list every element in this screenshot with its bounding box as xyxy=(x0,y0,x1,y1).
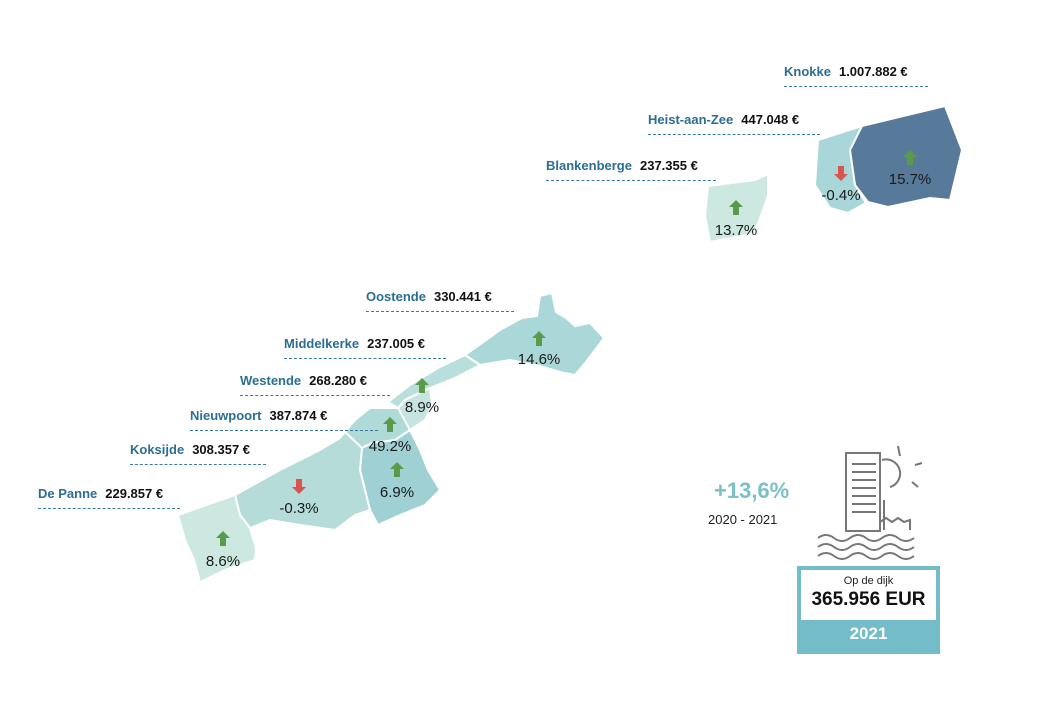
summary-period: 2020 - 2021 xyxy=(708,512,778,527)
summary-card: Op de dijk 365.956 EUR 2021 xyxy=(797,566,940,654)
change-nieuwpoort: 6.9% xyxy=(379,484,415,501)
change-westende: 49.2% xyxy=(368,438,412,455)
change-middelkerke: 8.9% xyxy=(404,399,440,416)
label-westende-price: 268.280 € xyxy=(309,373,368,388)
label-middelkerke: Middelkerke 237.005 € xyxy=(284,336,446,359)
region-de-panne xyxy=(176,493,258,584)
label-knokke-name: Knokke xyxy=(784,64,831,79)
label-koksijde-name: Koksijde xyxy=(130,442,185,457)
arrow-up-icon xyxy=(216,531,230,546)
label-knokke-price: 1.007.882 € xyxy=(838,64,908,79)
change-heist: -0.4% xyxy=(821,187,861,204)
label-de-panne: De Panne 229.857 € xyxy=(38,486,180,509)
label-westende: Westende 268.280 € xyxy=(240,373,390,396)
arrow-down-icon xyxy=(292,479,306,494)
change-blankenberge: 13.7% xyxy=(714,222,758,239)
label-oostende-name: Oostende xyxy=(366,289,426,304)
summary-value: 365.956 EUR xyxy=(811,589,926,610)
label-oostende: Oostende 330.441 € xyxy=(366,289,514,312)
label-westende-name: Westende xyxy=(240,373,302,388)
label-blankenberge: Blankenberge 237.355 € xyxy=(546,158,716,181)
arrow-up-icon xyxy=(390,462,404,477)
label-oostende-price: 330.441 € xyxy=(433,289,492,304)
summary-change: +13,6% xyxy=(714,478,790,503)
building-icon xyxy=(817,445,923,560)
label-blankenberge-price: 237.355 € xyxy=(639,158,698,173)
label-knokke: Knokke 1.007.882 € xyxy=(784,64,928,87)
region-koksijde xyxy=(233,430,372,532)
label-nieuwpoort-name: Nieuwpoort xyxy=(190,408,262,423)
label-koksijde: Koksijde 308.357 € xyxy=(130,442,266,465)
summary-card-inner: Op de dijk 365.956 EUR xyxy=(801,570,936,620)
summary-caption: Op de dijk xyxy=(843,575,894,587)
arrow-down-icon xyxy=(834,166,848,181)
label-heist: Heist-aan-Zee 447.048 € xyxy=(648,112,820,135)
label-nieuwpoort: Nieuwpoort 387.874 € xyxy=(190,408,378,431)
change-oostende: 14.6% xyxy=(517,351,561,368)
arrow-up-icon xyxy=(903,150,917,165)
label-de-panne-name: De Panne xyxy=(38,486,98,501)
label-blankenberge-name: Blankenberge xyxy=(546,158,632,173)
region-oostende xyxy=(463,291,606,377)
label-de-panne-price: 229.857 € xyxy=(105,486,164,501)
arrow-up-icon xyxy=(415,378,429,393)
arrow-up-icon xyxy=(729,200,743,215)
label-nieuwpoort-price: 387.874 € xyxy=(269,408,328,423)
summary-year: 2021 xyxy=(849,624,888,643)
change-knokke: 15.7% xyxy=(888,171,932,188)
change-koksijde: -0.3% xyxy=(279,500,319,517)
label-koksijde-price: 308.357 € xyxy=(192,442,251,457)
arrow-up-icon xyxy=(383,417,397,432)
arrow-up-icon xyxy=(532,331,546,346)
label-middelkerke-price: 237.005 € xyxy=(367,336,425,351)
label-heist-price: 447.048 € xyxy=(741,112,800,127)
label-middelkerke-name: Middelkerke xyxy=(284,336,360,351)
label-heist-name: Heist-aan-Zee xyxy=(648,112,734,127)
change-de-panne: 8.6% xyxy=(205,553,241,570)
